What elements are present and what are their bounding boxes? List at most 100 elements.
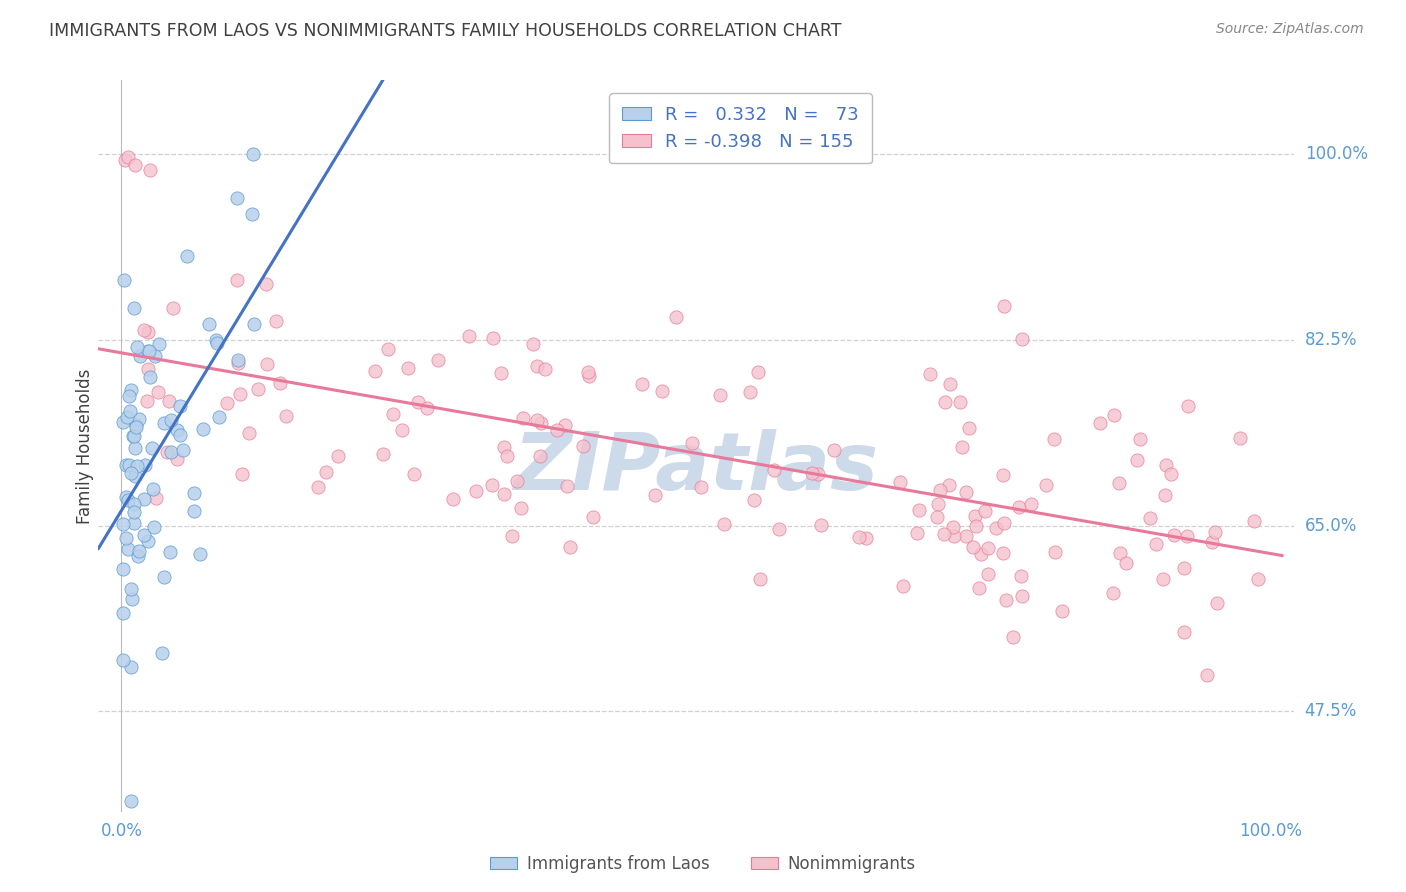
Point [125,417,148,432]
Point [377,342,399,356]
Point [115,491,138,505]
Point [162,301,184,315]
Point [977,566,1000,581]
Point [1019,497,1042,511]
Point [1035,478,1057,492]
Point [120,659,142,673]
Point [204,333,226,347]
Point [927,497,949,511]
Point [464,483,486,498]
Point [512,411,534,425]
Point [977,541,1000,556]
Text: 82.5%: 82.5% [1305,331,1357,349]
Point [207,335,229,350]
Point [576,365,599,379]
Point [127,458,149,473]
Point [526,359,548,374]
Point [183,486,205,500]
Point [807,467,830,482]
Point [1206,596,1229,610]
Point [560,541,582,555]
Point [111,653,134,667]
Point [582,510,605,524]
Point [134,458,156,472]
Point [124,158,146,172]
Point [127,549,149,564]
Point [139,163,162,178]
Point [157,394,180,409]
Point [122,505,145,519]
Point [122,429,145,443]
Point [1011,332,1033,346]
Point [441,492,464,507]
Point [124,441,146,455]
Point [578,368,600,383]
Point [124,469,146,483]
Point [396,361,419,376]
Point [533,361,555,376]
Point [118,458,141,472]
Point [115,458,138,472]
Point [1139,511,1161,525]
Point [141,441,163,455]
Point [125,340,148,354]
Point [136,344,159,359]
Point [254,277,277,291]
Point [713,517,735,532]
Point [122,429,145,443]
Point [1108,476,1130,491]
Point [208,410,231,425]
Point [124,497,146,511]
Point [920,367,942,381]
Point [307,480,329,494]
Point [188,547,211,561]
Point [768,522,790,536]
Point [1090,416,1112,430]
Point [111,562,134,576]
Point [554,417,576,432]
Point [132,491,155,506]
Point [111,606,134,620]
Point [373,447,395,461]
Point [749,572,772,586]
Point [120,404,142,418]
Point [112,272,135,286]
Point [491,366,513,380]
Point [546,423,568,437]
Point [974,504,997,518]
Point [134,528,156,542]
Point [689,480,711,494]
Point [907,503,929,517]
Point [1204,524,1226,539]
Point [138,344,160,359]
Point [128,544,150,558]
Point [984,521,1007,535]
Point [494,440,516,454]
Point [939,376,962,391]
Point [1163,528,1185,542]
Point [681,436,703,450]
Point [155,445,177,459]
Point [709,388,731,402]
Point [529,450,551,464]
Point [555,479,578,493]
Point [1101,586,1123,600]
Point [226,191,249,205]
Point [122,301,145,315]
Point [1043,545,1066,559]
Point [166,423,188,437]
Point [169,428,191,442]
Point [274,409,297,423]
Point [970,547,993,561]
Point [1177,400,1199,414]
Point [631,376,654,391]
Point [406,395,429,409]
Point [427,353,450,368]
Point [238,426,260,441]
Point [118,389,141,403]
Point [269,376,291,391]
Point [1197,667,1219,681]
Point [120,794,142,808]
Point [823,442,845,457]
Point [510,501,533,516]
